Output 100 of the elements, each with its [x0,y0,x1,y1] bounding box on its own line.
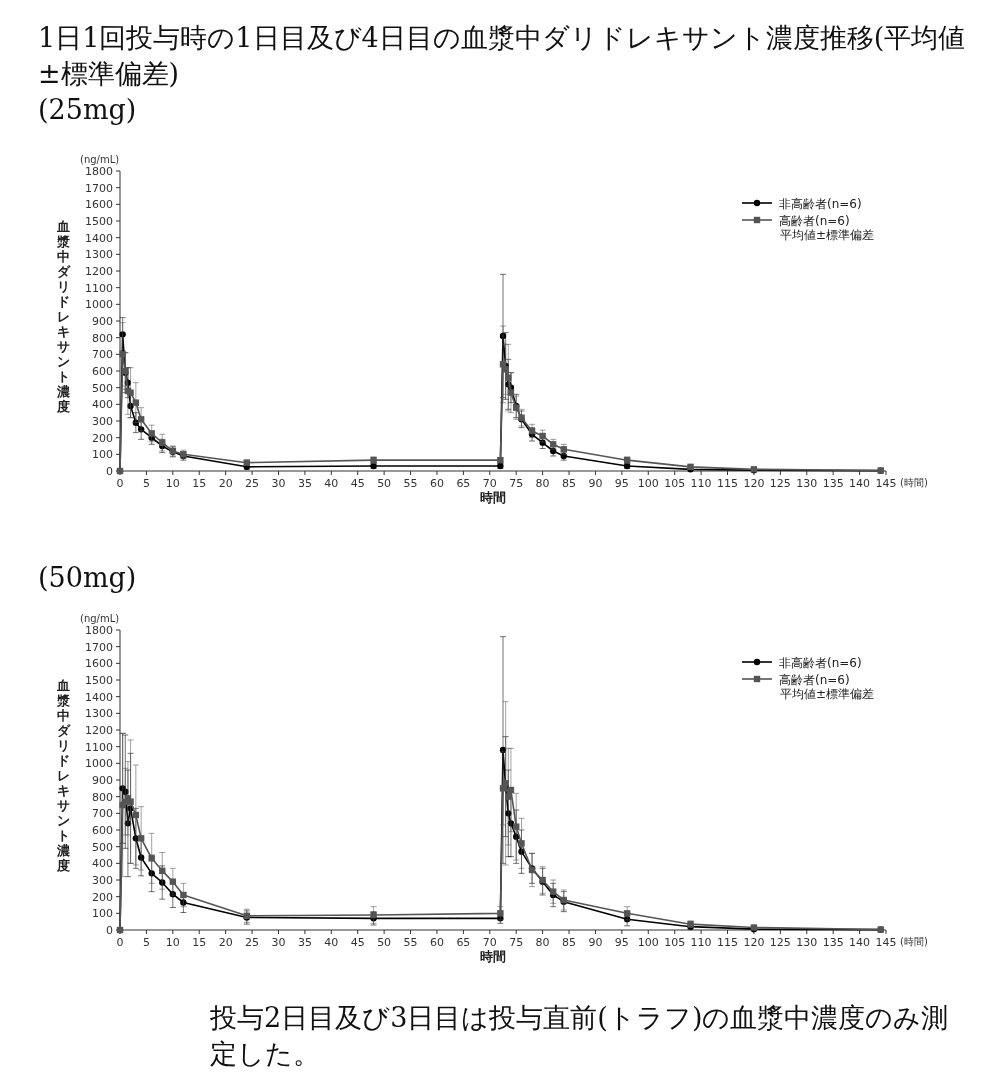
x-tick-label: 35 [297,477,312,490]
x-tick-label: 90 [588,936,603,949]
x-tick-label: 115 [717,936,739,949]
y-tick-label: 800 [92,790,113,804]
y-tick-label: 1800 [85,624,113,637]
x-tick-label: 40 [324,936,339,949]
text: 血漿中ダリドレキサント濃度 [56,678,70,873]
x-tick-label: 45 [350,477,365,490]
text: (ng/mL) [80,613,120,624]
x-tick-label: 0 [116,936,124,949]
x-tick-label: 115 [717,477,739,490]
x-tick-label: 140 [849,477,871,490]
y-tick-label: 200 [92,431,113,445]
y-tick-label: 1400 [85,231,113,245]
x-tick-label: 10 [165,936,180,949]
y-tick-label: 1200 [85,724,113,737]
legend-label: 高齢者(n=6) [779,214,850,228]
x-tick-label: 10 [165,477,180,490]
x-tick-label: 70 [482,477,497,490]
chart-title: (50mg) [38,561,138,595]
x-tick-label: 105 [664,936,686,949]
chart-subtitle: (25mg) [38,93,137,127]
y-tick-label: 700 [92,348,113,362]
x-tick-label: 100 [637,936,659,949]
y-tick-label: 400 [92,398,113,412]
x-tick-label: 65 [456,477,471,490]
x-tick-label: 85 [562,477,577,490]
x-tick-label: 55 [403,936,418,949]
y-tick-label: 1600 [85,657,113,671]
x-tick-label: 30 [271,936,286,949]
y-tick-label: 1000 [85,298,113,312]
x-tick-label: 130 [796,477,818,490]
x-tick-label: 135 [822,936,844,949]
x-axis-title: 時間 [480,949,506,964]
x-tick-label: 95 [614,936,629,949]
text: (時間) [900,936,928,947]
y-tick-label: 300 [92,415,113,428]
x-tick-label: 35 [297,936,312,949]
x-tick-label: 85 [562,936,577,949]
x-tick-label: 105 [664,477,686,490]
x-tick-label: 60 [429,477,444,490]
y-tick-label: 1000 [85,757,113,771]
x-tick-label: 145 [875,936,897,949]
y-tick-label: 900 [92,774,113,787]
x-tick-label: 145 [875,477,897,490]
x-tick-label: 25 [245,936,260,949]
x-tick-label: 30 [271,477,286,490]
x-tick-label: 130 [796,936,818,949]
text: 血漿中ダリドレキサント濃度 [56,219,70,414]
y-tick-label: 100 [92,907,113,921]
text: (ng/mL) [80,154,120,165]
legend-label: 高齢者(n=6) [779,673,850,687]
x-tick-label: 125 [769,936,791,949]
x-tick-label: 50 [377,936,392,949]
x-tick-label: 5 [142,936,150,949]
legend-label: 非高齢者(n=6) [779,656,862,670]
y-tick-label: 300 [92,874,113,887]
y-tick-label: 500 [92,840,113,854]
x-tick-label: 90 [588,477,603,490]
y-tick-label: 100 [92,448,113,462]
y-tick-label: 1500 [85,674,113,687]
x-tick-label: 80 [535,477,550,490]
x-tick-label: 125 [769,477,791,490]
y-tick-label: 1300 [85,707,113,721]
x-tick-label: 60 [429,936,444,949]
x-tick-label: 95 [614,477,629,490]
x-tick-label: 100 [637,477,659,490]
x-tick-label: 120 [743,936,765,949]
y-tick-label: 1400 [85,690,113,704]
x-tick-label: 65 [456,936,471,949]
x-tick-label: 110 [690,936,712,949]
text: 投与2日目及び3日目は投与直前(トラフ)の血漿中濃度のみ測定した。 [210,1001,950,1071]
x-tick-label: 110 [690,477,712,490]
x-tick-label: 40 [324,477,339,490]
x-tick-label: 15 [192,477,207,490]
y-tick-label: 500 [92,381,113,395]
x-tick-label: 20 [218,477,233,490]
x-tick-label: 0 [116,477,124,490]
y-tick-label: 1700 [85,640,113,654]
y-tick-label: 900 [92,315,113,328]
y-tick-label: 800 [92,331,113,345]
chart-title: 1日1回投与時の1日目及び4日目の血漿中ダリドレキサント濃度推移(平均値±標準偏差) [38,21,967,91]
x-tick-label: 5 [142,477,150,490]
y-tick-label: 1800 [85,165,113,178]
x-tick-label: 120 [743,477,765,490]
y-tick-label: 0 [106,924,113,937]
x-tick-label: 55 [403,477,418,490]
y-tick-label: 0 [106,465,113,478]
y-tick-label: 1300 [85,248,113,262]
text: (時間) [900,477,928,488]
x-tick-label: 140 [849,936,871,949]
y-tick-label: 1600 [85,198,113,212]
x-tick-label: 25 [245,477,260,490]
y-tick-label: 1500 [85,215,113,228]
x-tick-label: 75 [509,477,524,490]
y-tick-label: 600 [92,824,113,837]
y-tick-label: 200 [92,890,113,904]
x-tick-label: 20 [218,936,233,949]
y-tick-label: 1200 [85,265,113,278]
y-tick-label: 1100 [85,281,113,295]
